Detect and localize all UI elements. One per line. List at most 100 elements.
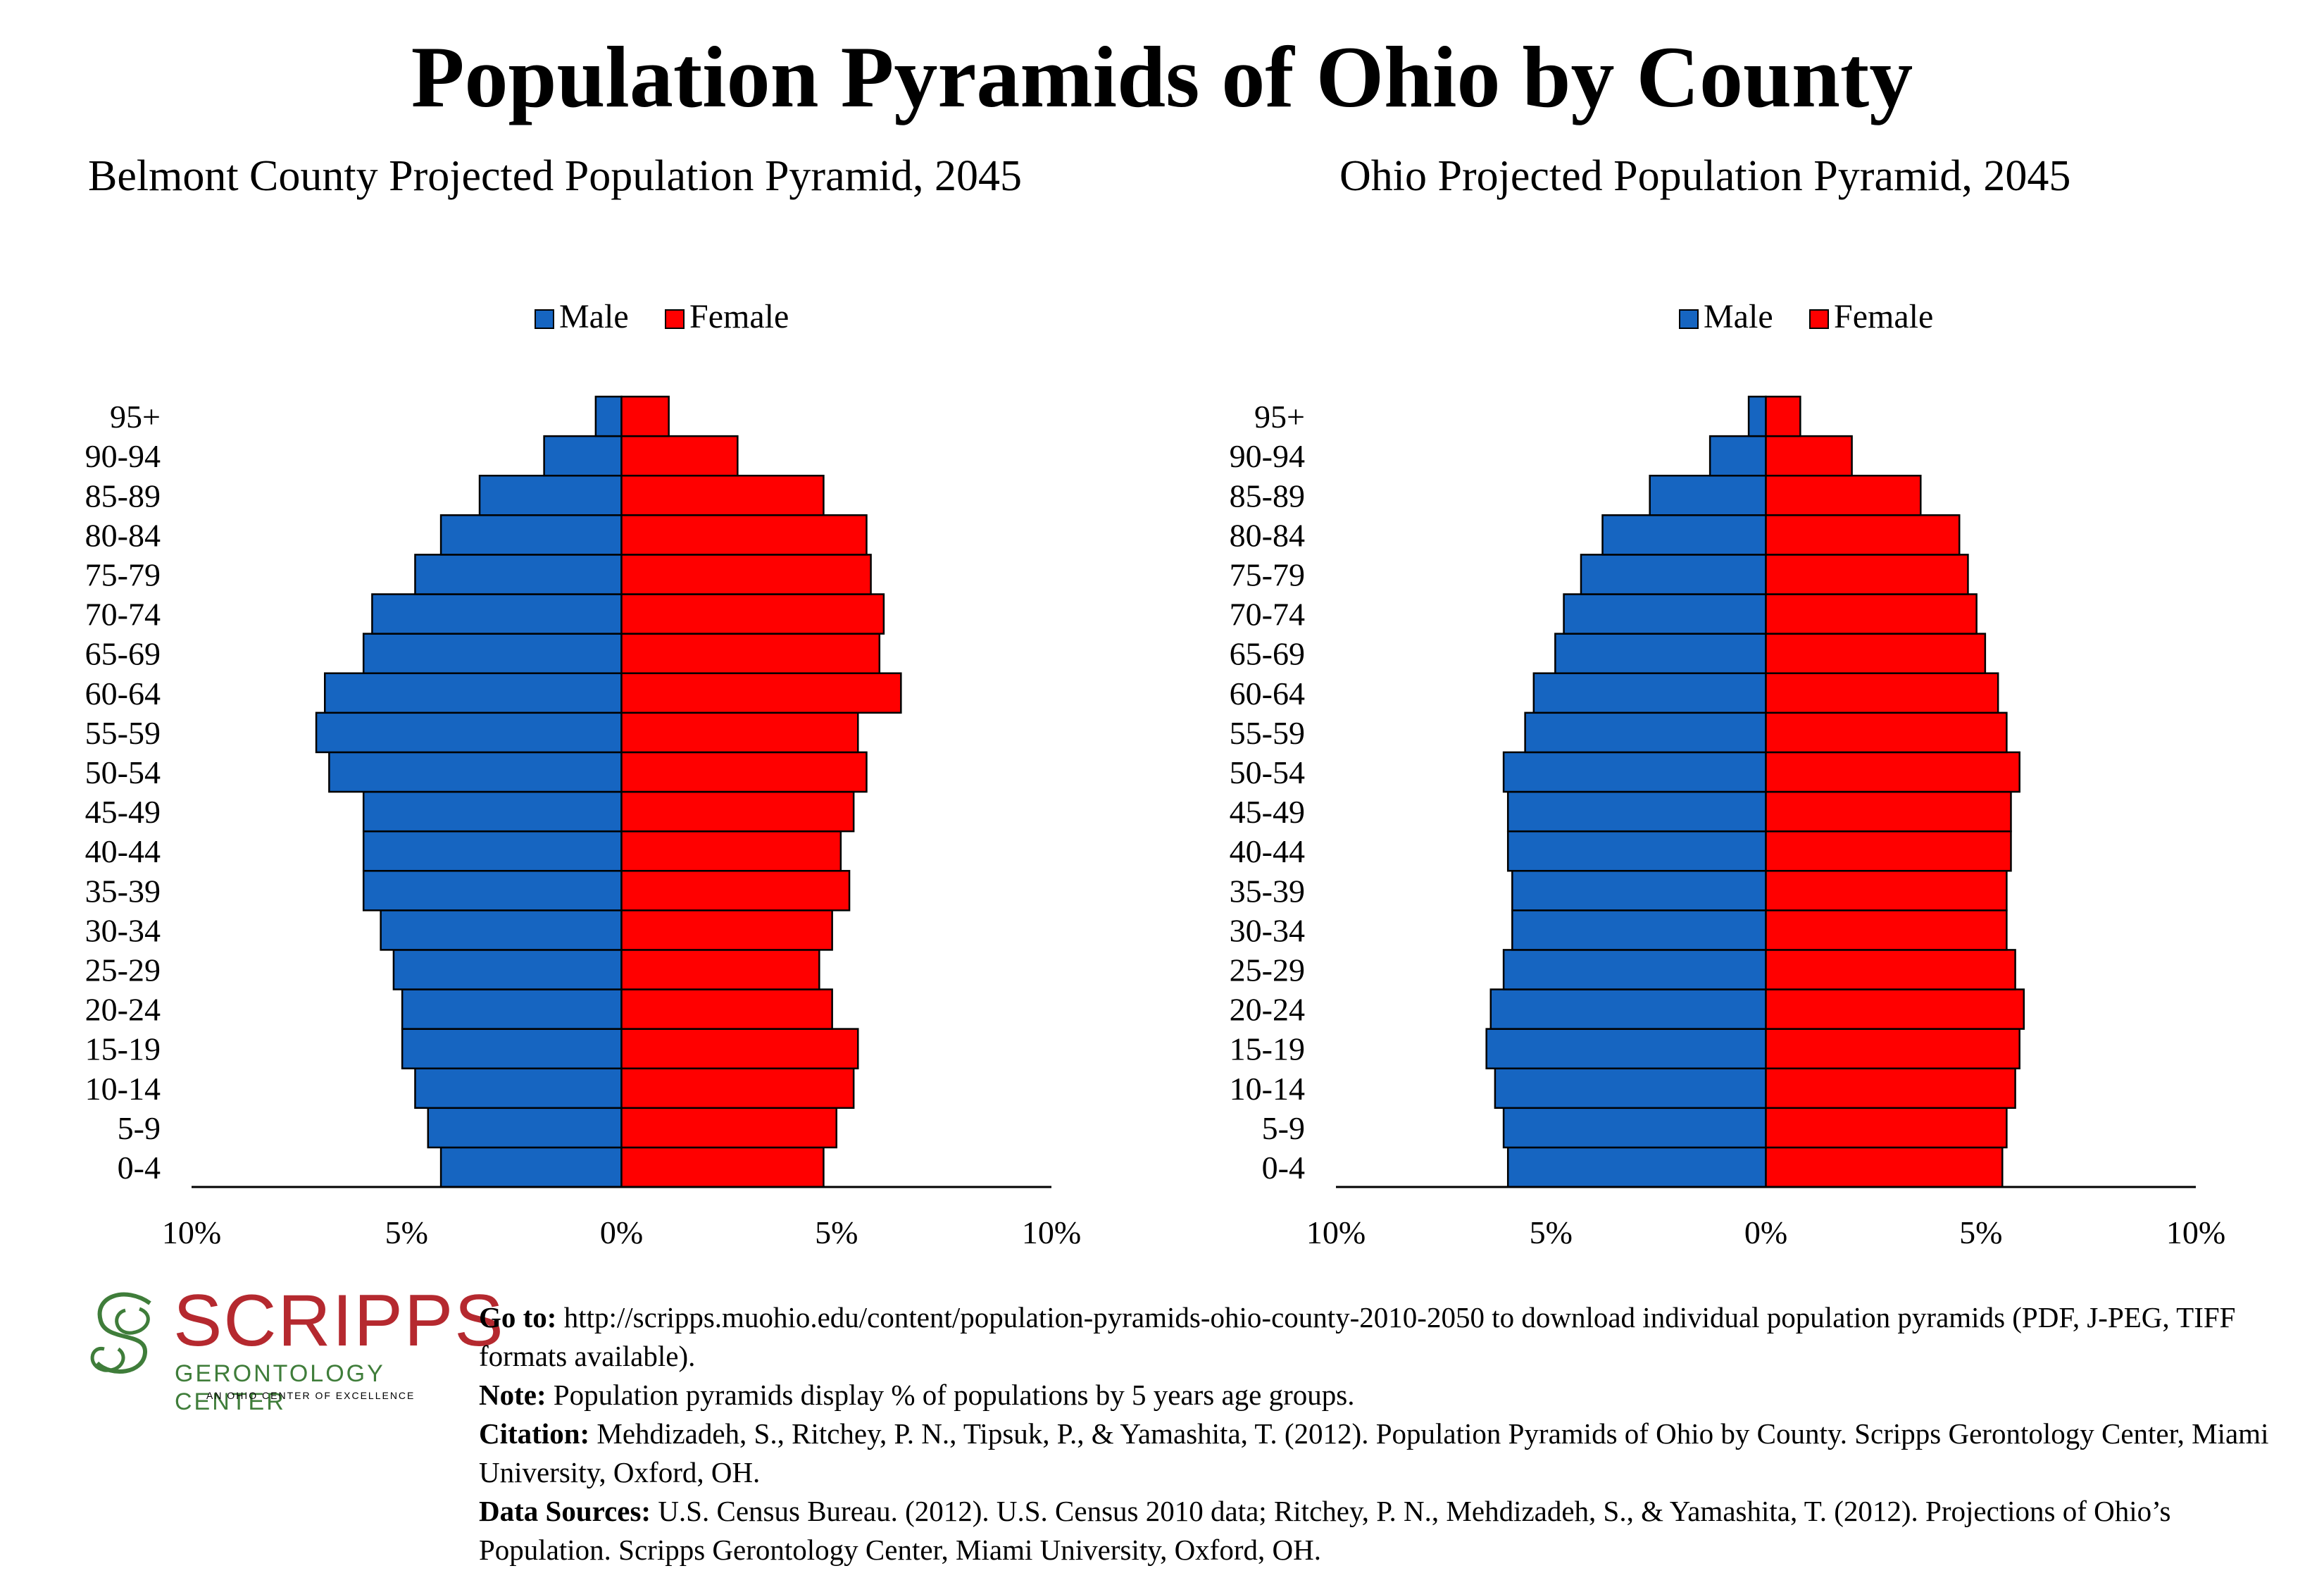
y-tick-label: 90-94 — [1230, 438, 1305, 474]
bar-female — [620, 514, 868, 556]
y-tick-label: 5-9 — [1262, 1110, 1305, 1146]
bar-female — [1765, 1028, 2020, 1069]
y-tick-label: 50-54 — [85, 754, 161, 790]
bar-male — [543, 435, 623, 477]
bar-male — [315, 711, 623, 754]
x-tick-label: 0% — [600, 1214, 643, 1250]
y-tick-label: 65-69 — [85, 636, 161, 672]
x-tick-label: 5% — [815, 1214, 858, 1250]
bar-male — [1506, 1146, 1767, 1188]
bar-female — [620, 672, 902, 714]
scripps-logo: SCRIPPS GERONTOLOGY CENTER AN OHIO CENTE… — [83, 1282, 504, 1415]
bar-male — [1524, 711, 1767, 754]
y-tick-label: 25-29 — [85, 952, 161, 988]
x-tick-label: 10% — [2166, 1214, 2225, 1250]
legend-swatch-male — [535, 309, 554, 329]
note-goto-text: http://scripps.muohio.edu/content/popula… — [479, 1301, 2236, 1372]
y-tick-label: 60-64 — [1230, 676, 1305, 711]
y-tick-label: 60-64 — [85, 676, 161, 711]
note-citation-text: Mehdizadeh, S., Ritchey, P. N., Tipsuk, … — [479, 1417, 2269, 1488]
scripps-swirl-icon — [90, 1292, 151, 1374]
bar-male — [362, 869, 623, 912]
y-tick-label: 0-4 — [118, 1150, 161, 1186]
bar-female — [620, 633, 881, 674]
y-tick-label: 55-59 — [1230, 715, 1305, 751]
y-tick-label: 50-54 — [1230, 754, 1305, 790]
bar-male — [401, 1028, 623, 1069]
y-tick-label: 30-34 — [1230, 912, 1305, 948]
bar-female — [1765, 751, 2020, 793]
bar-male — [1502, 751, 1767, 793]
note-note-label: Note: — [479, 1379, 546, 1411]
y-tick-label: 35-39 — [1230, 873, 1305, 909]
bar-male — [1532, 672, 1767, 714]
note-sources-label: Data Sources: — [479, 1495, 651, 1527]
bar-male — [439, 514, 623, 556]
bar-female — [1765, 909, 2008, 951]
y-tick-label: 45-49 — [1230, 794, 1305, 830]
bar-female — [620, 830, 842, 872]
legend-label-male: Male — [559, 298, 629, 335]
x-tick-label: 10% — [162, 1214, 221, 1250]
x-tick-label: 5% — [1530, 1214, 1573, 1250]
y-tick-label: 20-24 — [85, 992, 161, 1028]
y-tick-label: 70-74 — [1230, 597, 1305, 633]
legend-swatch-male — [1679, 309, 1699, 329]
bar-female — [1765, 435, 1853, 477]
y-tick-label: 75-79 — [1230, 557, 1305, 592]
bar-female — [620, 1067, 855, 1110]
bar-female — [1765, 514, 1961, 556]
bar-male — [1511, 869, 1767, 912]
legend-label-female: Female — [1834, 298, 1933, 335]
bar-male — [1485, 1028, 1767, 1069]
bar-female — [1765, 949, 2016, 990]
bar-female — [1765, 711, 2008, 754]
bar-male — [1747, 395, 1767, 437]
y-tick-label: 40-44 — [1230, 833, 1305, 869]
bar-male — [1511, 909, 1767, 951]
y-tick-label: 95+ — [1254, 399, 1305, 435]
note-citation-label: Citation: — [479, 1417, 590, 1450]
y-tick-label: 45-49 — [85, 794, 161, 830]
logo-wordmark: SCRIPPS — [173, 1280, 505, 1362]
y-tick-label: 10-14 — [85, 1071, 161, 1107]
bar-female — [1765, 633, 1987, 674]
bar-female — [620, 554, 872, 595]
y-tick-label: 80-84 — [1230, 517, 1305, 553]
y-tick-label: 25-29 — [1230, 952, 1305, 988]
legend-label-male: Male — [1704, 298, 1773, 335]
page-title: Population Pyramids of Ohio by County — [411, 29, 1913, 125]
y-tick-label: 40-44 — [85, 833, 161, 869]
bar-female — [1765, 554, 1969, 595]
bar-male — [1580, 554, 1767, 595]
note-citation: Citation: Mehdizadeh, S., Ritchey, P. N.… — [479, 1415, 2310, 1492]
bar-male — [328, 751, 623, 793]
y-tick-label: 55-59 — [85, 715, 161, 751]
y-tick-label: 0-4 — [1262, 1150, 1305, 1186]
y-tick-label: 95+ — [110, 399, 161, 435]
y-tick-label: 10-14 — [1230, 1071, 1305, 1107]
note-goto: Go to: http://scripps.muohio.edu/content… — [479, 1298, 2310, 1376]
note-sources: Data Sources: U.S. Census Bureau. (2012)… — [479, 1492, 2310, 1570]
bar-male — [1601, 514, 1767, 556]
bar-male — [427, 1107, 623, 1149]
bar-female — [620, 869, 851, 912]
y-tick-label: 90-94 — [85, 438, 161, 474]
bar-male — [414, 554, 623, 595]
bar-male — [1506, 790, 1767, 833]
bar-female — [620, 435, 739, 477]
bar-male — [1502, 1107, 1767, 1149]
y-tick-label: 30-34 — [85, 912, 161, 948]
bar-male — [1554, 633, 1767, 674]
bar-female — [620, 1107, 837, 1149]
note-goto-label: Go to: — [479, 1301, 557, 1334]
bar-male — [380, 909, 623, 951]
bar-male — [414, 1067, 623, 1110]
legend-swatch-female — [1809, 309, 1829, 329]
bar-female — [1765, 1107, 2008, 1149]
bar-male — [324, 672, 623, 714]
bar-male — [1563, 593, 1767, 635]
bar-female — [620, 988, 833, 1030]
x-tick-label: 10% — [1306, 1214, 1366, 1250]
